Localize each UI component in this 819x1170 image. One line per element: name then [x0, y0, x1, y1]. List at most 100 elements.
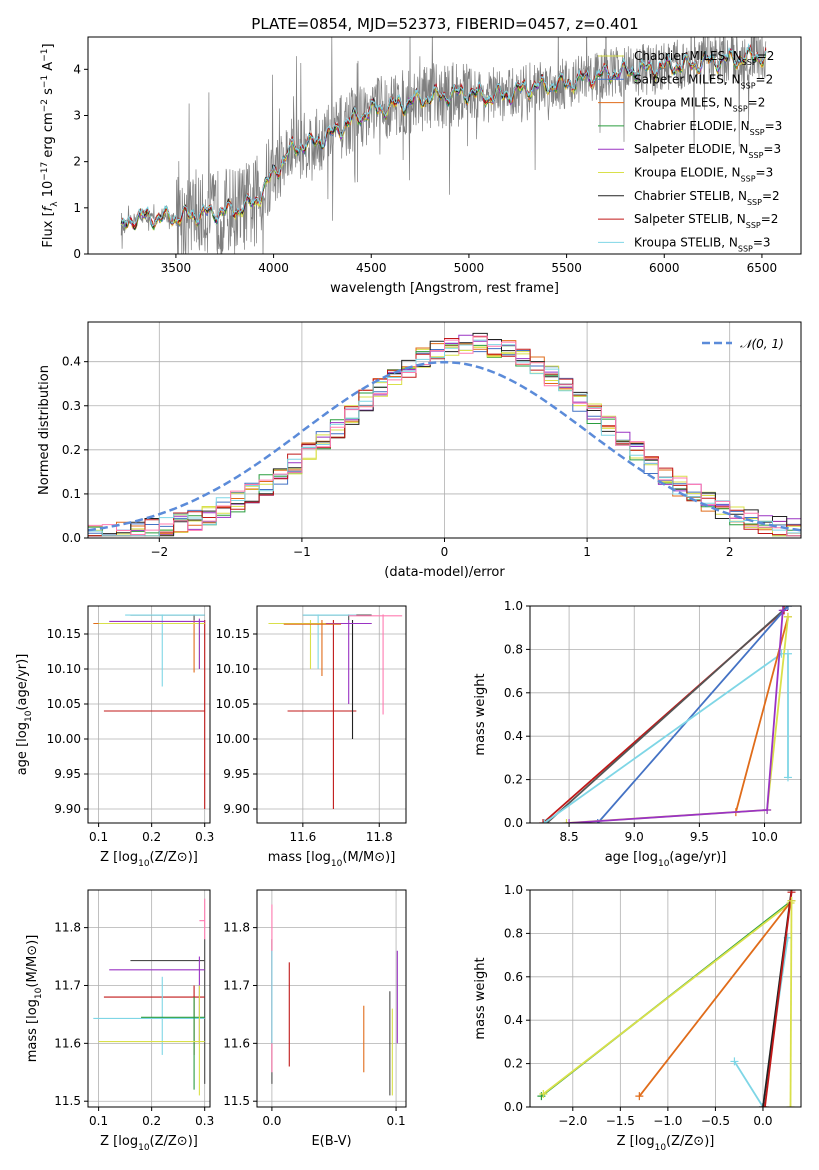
weight-vs-age-ytick-label: 0.8: [504, 642, 523, 656]
weight-point: [778, 606, 787, 615]
weight-vs-age-ytick-label: 0.2: [504, 773, 523, 787]
weight-point: [539, 819, 548, 823]
age-vs-mass-ytick-label: 9.90: [223, 802, 250, 816]
weight-line: [764, 892, 793, 1107]
legend-entry: Kroupa MILES, NSSP=2: [634, 96, 765, 114]
spectrum-title: PLATE=0854, MJD=52373, FIBERID=0457, z=0…: [251, 15, 638, 33]
age-vs-mass-ytick-label: 10.05: [216, 697, 250, 711]
weight-vs-Z-ylabel: mass weight: [473, 957, 488, 1039]
weight-line: [543, 652, 783, 823]
spectrum-xtick-label: 4000: [258, 261, 289, 275]
age-vs-Z-frame: [87, 605, 211, 824]
weight-point: [783, 606, 792, 610]
weight-point: [635, 1092, 644, 1101]
spectrum-ytick-label: 4: [73, 62, 81, 76]
weight-vs-age-panel: 8.5 9.0 9.5 10.0 0.0 0.2 0.4 0.6 0.8 1.0 age [log1…: [473, 599, 802, 869]
weight-vs-Z-ytick-label: 1.0: [504, 883, 523, 897]
age-vs-mass-xtick-label: 11.8: [366, 830, 393, 844]
spectrum-xtick-label: 6000: [649, 261, 680, 275]
residuals-ylabel: Normed distribution: [37, 365, 52, 495]
mass-vs-Z-xtick-label: 0.3: [195, 1114, 214, 1128]
weight-line: [542, 902, 792, 1095]
mass-vs-EBV-panel: 0.0 0.1 11.5 11.6 11.7 11.8 E(B-V): [223, 889, 407, 1149]
spectrum-model-line: [120, 42, 767, 227]
weight-vs-Z-panel: −2.0 −1.5 −1.0 −0.5 0.0 0.0 0.2 0.4 0.6 0.8 1.0 Z […: [473, 883, 802, 1153]
residuals-ytick-label: 0.4: [62, 355, 81, 369]
weight-vs-age-ytick-label: 1.0: [504, 599, 523, 613]
residuals-ytick-label: 0.1: [62, 487, 81, 501]
age-vs-Z-xtick-label: 0.1: [89, 830, 108, 844]
weight-point: [565, 819, 574, 823]
weight-vs-age-ylabel: mass weight: [473, 673, 488, 755]
age-vs-Z-ytick-label: 9.95: [54, 767, 81, 781]
weight-vs-age-xtick-label: 10.0: [751, 830, 778, 844]
residuals-panel: −2 −1 0 1 2 0.0 0.1 0.2 0.3 0.4 (data-model)/error…: [37, 321, 802, 580]
weight-point: [540, 819, 549, 823]
mass-vs-EBV-xtick-label: 0.0: [262, 1114, 281, 1128]
weight-point: [763, 805, 772, 814]
spectrum-ytick-label: 3: [73, 108, 81, 122]
mass-vs-Z-panel: 0.1 0.2 0.3 11.5 11.6 11.7 11.8 Z [log10(Z/Z⊙)]…: [25, 889, 214, 1153]
legend-entry: Salpeter ELODIE, NSSP=3: [634, 142, 781, 160]
weight-vs-age-ytick-label: 0.0: [504, 816, 523, 830]
weight-line: [638, 900, 793, 1097]
spectrum-ytick-label: 0: [73, 247, 81, 261]
age-vs-Z-ytick-label: 10.00: [47, 732, 81, 746]
mass-vs-Z-ylabel: mass [log10(M/M⊙)]: [25, 935, 44, 1063]
residuals-xtick-label: 1: [583, 545, 591, 559]
weight-vs-Z-ytick-label: 0.6: [504, 970, 523, 984]
residuals-xtick-label: 0: [441, 545, 449, 559]
age-vs-Z-ytick-label: 9.90: [54, 802, 81, 816]
residuals-xtick-label: −2: [150, 545, 168, 559]
age-vs-mass-frame: [256, 605, 407, 824]
weight-line: [546, 606, 789, 823]
age-vs-Z-xtick-label: 0.3: [195, 830, 214, 844]
weight-point: [787, 896, 796, 905]
age-vs-mass-xlabel: mass [log10(M/M⊙)]: [268, 850, 396, 869]
mass-vs-EBV-ytick-label: 11.6: [223, 1036, 250, 1050]
weight-point: [787, 890, 796, 897]
residual-histogram: [88, 335, 801, 538]
mass-vs-Z-xlabel: Z [log10(Z/Z⊙)]: [100, 1134, 198, 1153]
legend-entry: Kroupa STELIB, NSSP=3: [634, 235, 771, 253]
legend-entry: Chabrier ELODIE, NSSP=3: [634, 119, 782, 137]
weight-point: [760, 1103, 769, 1107]
weight-vs-Z-ytick-label: 0.4: [504, 1013, 523, 1027]
age-vs-Z-ytick-label: 10.05: [47, 697, 81, 711]
legend-entry: Chabrier STELIB, NSSP=2: [634, 189, 780, 207]
age-vs-mass-ytick-label: 10.00: [216, 732, 250, 746]
mass-vs-Z-frame: [87, 889, 211, 1108]
weight-point: [783, 649, 792, 658]
spectrum-ylabel: Flux [fλ 10−17 erg cm−2 s−1 A−1]: [40, 43, 60, 247]
age-vs-mass-xtick-label: 11.6: [289, 830, 316, 844]
spectrum-ytick-label: 2: [73, 155, 81, 169]
age-vs-Z-ytick-label: 10.15: [47, 627, 81, 641]
spectrum-ytick-label: 1: [73, 201, 81, 215]
normal-reference-curve: [88, 360, 801, 532]
mass-vs-EBV-xtick-label: 0.1: [387, 1114, 406, 1128]
age-vs-mass-ytick-label: 10.10: [216, 662, 250, 676]
weight-vs-age-ytick-label: 0.4: [504, 729, 523, 743]
spectrum-panel: 3500 4000 4500 5000 5500 6000 6500 0 1 2 3 4 wavelen…: [40, 36, 802, 296]
weight-vs-Z-xtick-label: −2.0: [558, 1114, 587, 1128]
weight-point: [539, 1089, 548, 1098]
age-vs-Z-ylabel: age [log10(age/yr)]: [15, 654, 34, 776]
weight-vs-age-ytick-label: 0.6: [504, 686, 523, 700]
spectrum-legend: Chabrier MILES, NSSP=2 Salpeter MILES, NS…: [598, 49, 782, 253]
mass-vs-EBV-ytick-label: 11.8: [223, 921, 250, 935]
residuals-ytick-label: 0.0: [62, 531, 81, 545]
weight-vs-Z-xlabel: Z [log10(Z/Z⊙)]: [617, 1134, 715, 1153]
mass-vs-Z-ytick-label: 11.5: [54, 1094, 81, 1108]
residuals-xtick-label: −1: [293, 545, 311, 559]
weight-vs-Z-ytick-label: 0.2: [504, 1057, 523, 1071]
spectrum-xtick-label: 4500: [356, 261, 387, 275]
legend-entry: Chabrier MILES, NSSP=2: [634, 49, 774, 67]
mass-vs-EBV-ytick-label: 11.5: [223, 1094, 250, 1108]
weight-point: [783, 773, 792, 782]
weight-vs-Z-frame: [529, 889, 802, 1108]
spectrum-xtick-label: 5500: [551, 261, 582, 275]
weight-line: [597, 606, 789, 823]
weight-vs-age-xtick-label: 9.5: [690, 830, 709, 844]
weight-vs-Z-xtick-label: −1.0: [653, 1114, 682, 1128]
